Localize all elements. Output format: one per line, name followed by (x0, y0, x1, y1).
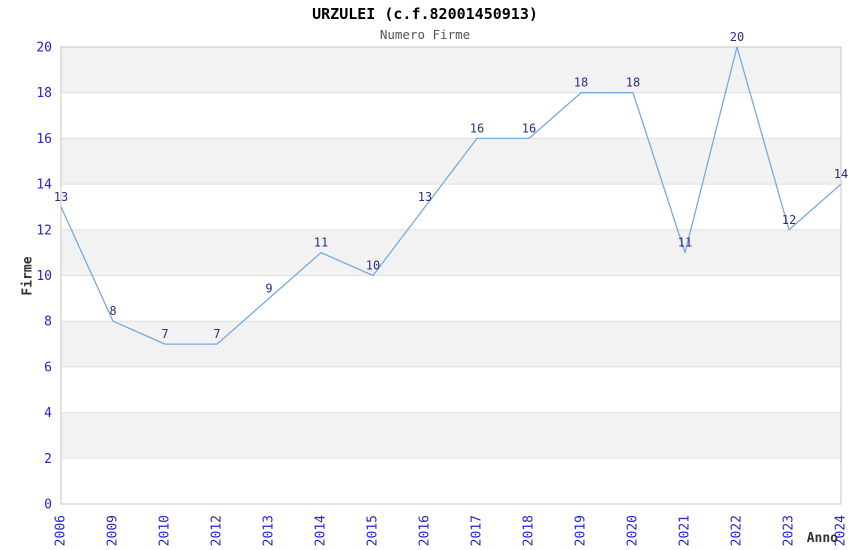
y-tick-label: 8 (44, 315, 52, 330)
y-tick-label: 16 (36, 132, 52, 147)
data-label: 9 (265, 281, 272, 295)
y-tick-label: 14 (36, 178, 52, 193)
x-tick-label: 2016 (418, 515, 433, 546)
y-tick-label: 6 (44, 360, 52, 375)
y-tick-label: 0 (44, 498, 52, 513)
data-label: 7 (213, 327, 220, 341)
plot-band (61, 229, 841, 276)
x-tick-label: 2006 (54, 515, 69, 546)
x-tick-label: 2010 (158, 515, 173, 546)
x-tick-label: 2017 (470, 515, 485, 546)
chart-title: URZULEI (c.f.82001450913) (312, 5, 538, 23)
x-axis-title: Anno (807, 531, 838, 546)
data-label: 11 (314, 236, 328, 250)
chart-subtitle: Numero Firme (379, 27, 471, 42)
x-axis-tick-labels: 2006 2009 2010 2012 2013 2014 2015 2016 2017 2018… (54, 515, 849, 546)
x-tick-label: 2013 (262, 515, 277, 546)
plot-band (61, 47, 841, 93)
data-label: 18 (574, 76, 588, 90)
x-tick-label: 2023 (782, 515, 797, 546)
data-label: 11 (678, 236, 692, 250)
y-tick-label: 4 (44, 406, 52, 421)
x-tick-label: 2021 (678, 515, 693, 546)
y-tick-label: 2 (44, 452, 52, 467)
x-tick-label: 2022 (730, 515, 745, 546)
x-tick-label: 2012 (210, 515, 225, 546)
y-axis-title: Firme (21, 256, 36, 295)
y-tick-label: 20 (36, 41, 52, 56)
y-tick-label: 12 (36, 223, 52, 238)
data-labels: 13 8 7 7 9 11 10 13 16 16 18 18 11 20 12 14 (54, 30, 848, 341)
plot-border (60, 46, 842, 505)
data-label: 7 (161, 327, 168, 341)
x-tick-label: 2020 (626, 515, 641, 546)
data-label: 16 (522, 121, 536, 135)
x-tick-label: 2009 (106, 515, 121, 546)
y-tick-label: 10 (36, 269, 52, 284)
data-label: 12 (782, 213, 796, 227)
data-label: 20 (730, 30, 744, 44)
series-line (60, 46, 842, 345)
x-tick-label: 2014 (314, 515, 329, 546)
y-axis-tick-labels: 0 2 4 6 8 10 12 14 16 18 20 (36, 41, 52, 513)
data-label: 14 (834, 167, 848, 181)
gridlines (61, 92, 841, 459)
line-series (60, 46, 842, 345)
plot-band (61, 138, 841, 185)
x-tick-label: 2018 (522, 515, 537, 546)
data-label: 18 (626, 76, 640, 90)
plot-bands (61, 47, 841, 459)
data-label: 13 (54, 190, 68, 204)
x-tick-label: 2019 (574, 515, 589, 546)
x-tick-label: 2024 (834, 515, 849, 546)
data-label: 16 (470, 121, 484, 135)
data-label: 10 (366, 259, 380, 273)
data-label: 13 (418, 190, 432, 204)
data-label: 8 (109, 304, 116, 318)
y-tick-label: 18 (36, 86, 52, 101)
x-tick-label: 2015 (366, 515, 381, 546)
plot-band (61, 412, 841, 459)
